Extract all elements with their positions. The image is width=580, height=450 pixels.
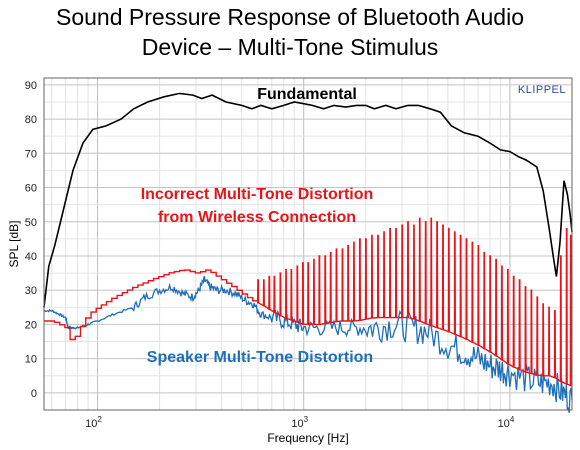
series-line-fundamental [43, 92, 573, 308]
y-tick-label: 40 [25, 251, 37, 263]
y-tick-label: 70 [25, 148, 37, 160]
chart-title: Sound Pressure Response of Bluetooth Aud… [0, 2, 580, 62]
y-tick-label: 50 [25, 217, 37, 229]
y-tick-label: 30 [25, 285, 37, 297]
y-tick-label: 20 [25, 319, 37, 331]
x-tick-label: 102 [85, 415, 102, 430]
series-layer [43, 92, 573, 413]
tick-labels: 0 10 20 30 40 50 60 70 80 90 102 103 104 [25, 80, 515, 430]
y-tick-label: 10 [25, 354, 37, 366]
annotation-wireless-distortion-line-1: Incorrect Multi-Tone Distortion [141, 186, 374, 203]
y-tick-label: 80 [25, 114, 37, 126]
y-tick-label: 60 [25, 183, 37, 195]
plot-frame [43, 77, 573, 411]
y-axis-label: SPL [dB] [7, 221, 21, 268]
x-axis-label: Frequency [Hz] [267, 431, 348, 445]
x-tick-label: 103 [291, 415, 308, 430]
brand-label: KLIPPEL [518, 84, 566, 96]
chart-title-line-1: Sound Pressure Response of Bluetooth Aud… [56, 4, 524, 30]
annotation-speaker-distortion: Speaker Multi-Tone Distortion [147, 349, 373, 366]
y-tick-label: 90 [25, 80, 37, 92]
annotation-wireless-distortion-line-2: from Wireless Connection [158, 209, 356, 226]
series-line-speaker-distortion [43, 275, 573, 413]
x-tick-label: 104 [498, 415, 515, 430]
chart-title-line-2: Device – Multi-Tone Stimulus [141, 34, 439, 60]
series-line-wireless-distortion [44, 217, 573, 387]
y-tick-label: 0 [31, 388, 37, 400]
annotation-fundamental: Fundamental [257, 86, 357, 103]
